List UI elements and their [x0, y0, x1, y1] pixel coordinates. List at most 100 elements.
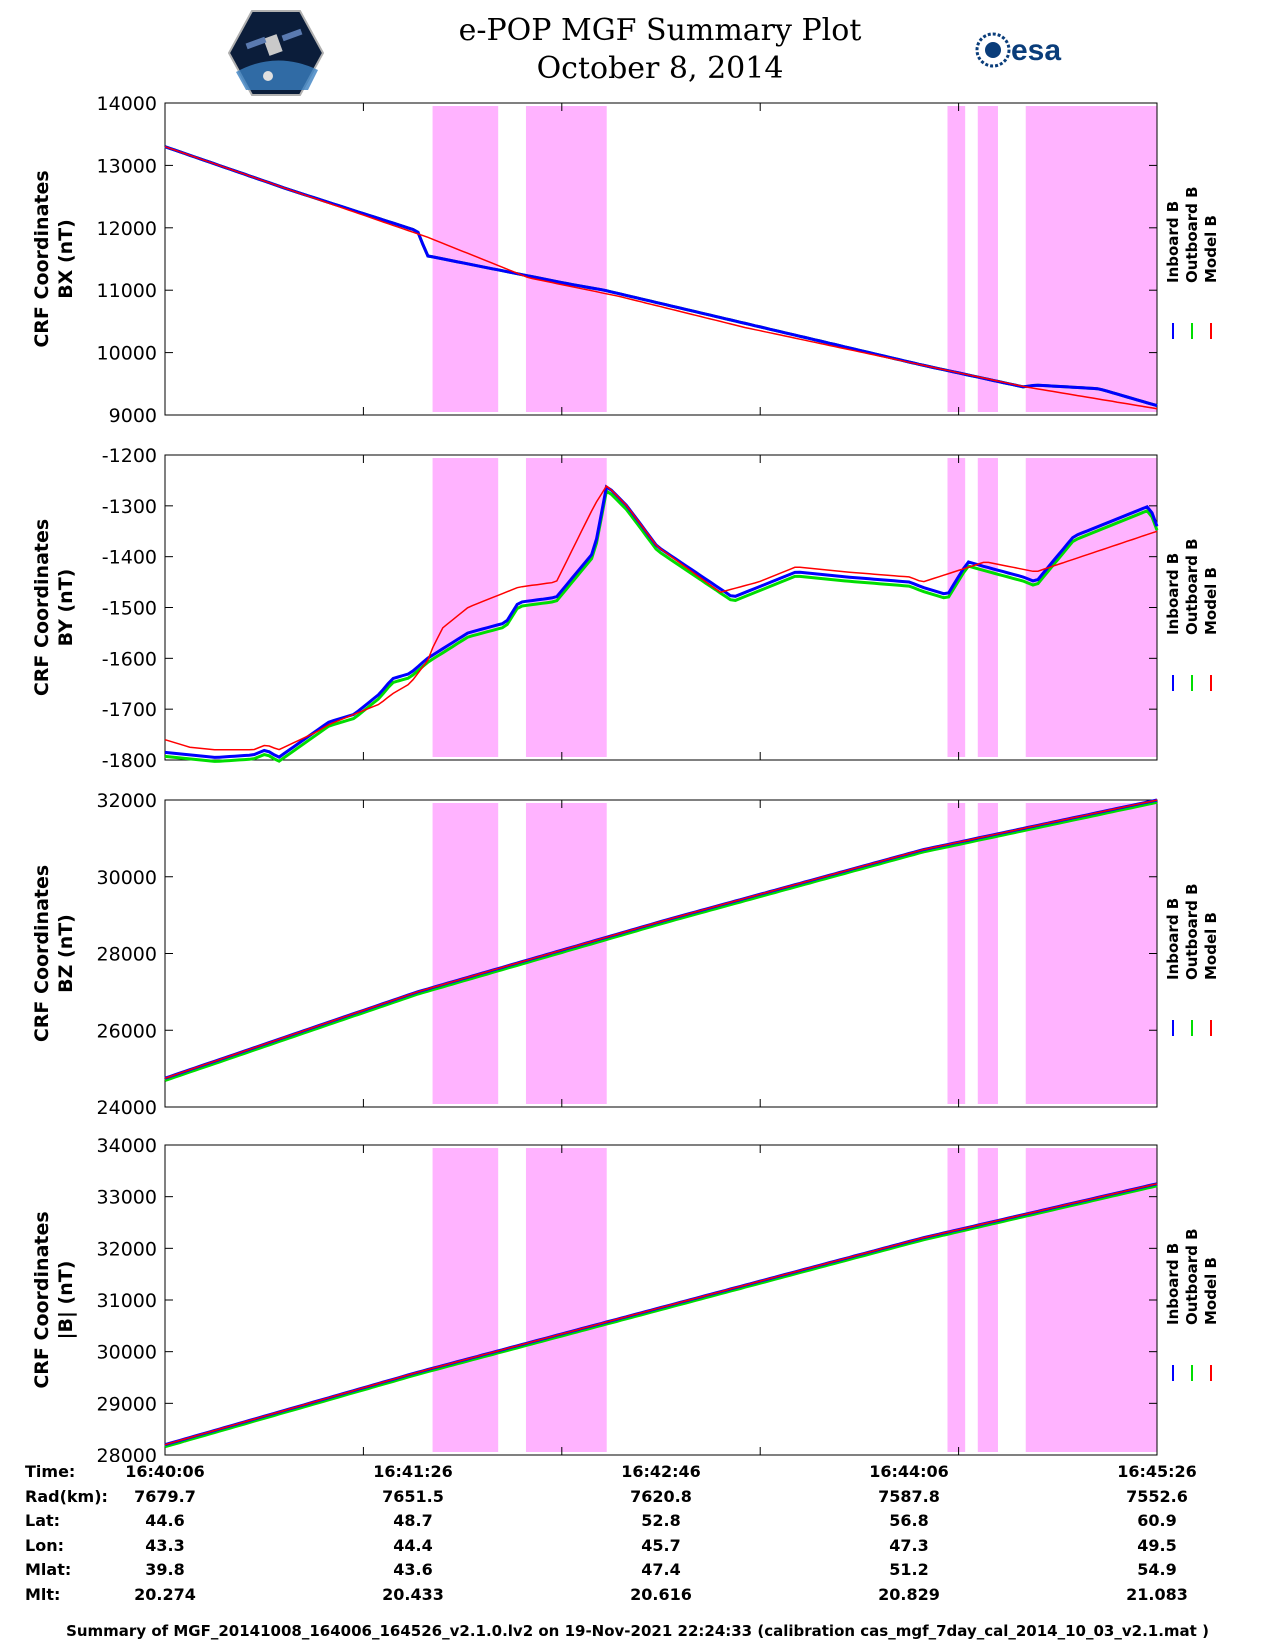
y-tick-label: 13000: [97, 155, 157, 177]
ephemeris-value: 48.7: [393, 1511, 433, 1530]
axes-frame: [164, 454, 1158, 761]
ephemeris-value: 43.3: [145, 1535, 185, 1555]
esa-logo: esa: [975, 32, 1061, 68]
ephemeris-value: 44.4: [393, 1535, 433, 1555]
ephemeris-value: 7552.6: [1126, 1486, 1188, 1506]
shaded-interval: [432, 803, 499, 1104]
ephemeris-value: 51.2: [889, 1560, 929, 1579]
series-inboard-b: [164, 798, 1158, 1080]
series-outboard-b: [164, 800, 1158, 1082]
ephemeris-label: Time:: [25, 1462, 76, 1481]
y-axis-label-unit: BZ (nT): [55, 914, 77, 993]
shaded-interval: [432, 1148, 499, 1452]
ephemeris-value: 20.274: [134, 1584, 196, 1604]
plot-area: 9000 10000 11000 12000 13000 14000 CRF Coordin…: [31, 93, 1220, 1462]
y-tick-label: 31000: [97, 1290, 157, 1312]
y-tick-label: 28000: [97, 1445, 157, 1462]
y-tick-label: 33000: [97, 1187, 157, 1209]
ephemeris-value: 44.6: [145, 1511, 185, 1530]
shaded-interval: [1025, 106, 1157, 412]
y-tick-label: 9000: [109, 405, 157, 427]
y-tick-label: -1500: [102, 598, 157, 620]
ephemeris-value: 56.8: [889, 1511, 929, 1530]
ephemeris-label: Lon:: [25, 1535, 64, 1555]
ephemeris-value: 20.433: [382, 1584, 444, 1604]
y-axis-label: CRF Coordinates: [31, 170, 53, 347]
y-tick-label: 32000: [97, 790, 157, 812]
legend-label: Inboard B: [1164, 201, 1182, 283]
shaded-interval: [977, 1148, 998, 1452]
series-model-b: [164, 145, 1158, 410]
y-axis-label-unit: |B| (nT): [55, 1261, 77, 1340]
shaded-interval: [947, 458, 966, 757]
series-model-b: [164, 799, 1158, 1079]
axes-frame: [164, 799, 1158, 1108]
y-tick-label: -1800: [102, 750, 157, 772]
y-tick-label: 26000: [97, 1020, 157, 1042]
legend-label: Model B: [1202, 215, 1220, 283]
y-tick-label: -1400: [102, 547, 157, 569]
y-tick-label: 32000: [97, 1238, 157, 1260]
ephemeris-value: 21.083: [1126, 1584, 1188, 1604]
shaded-interval: [947, 106, 966, 412]
shaded-interval: [525, 1148, 607, 1452]
series-model-b: [164, 1183, 1158, 1446]
ephemeris-value: 47.4: [641, 1560, 681, 1579]
shaded-interval: [525, 458, 607, 757]
plot-title: e-POP MGF Summary Plot: [458, 13, 862, 48]
ephemeris-value: 39.8: [145, 1560, 185, 1579]
shaded-interval: [977, 458, 998, 757]
axes-frame: [164, 1144, 1158, 1456]
shaded-interval: [947, 803, 966, 1104]
x-tick-label: 16:40:06: [125, 1462, 205, 1481]
y-tick-label: -1600: [102, 648, 157, 670]
y-tick-label: 24000: [97, 1097, 157, 1119]
series-outboard-b: [164, 488, 1159, 763]
ephemeris-value: 54.9: [1137, 1560, 1177, 1579]
shaded-interval: [1025, 803, 1157, 1104]
x-tick-label: 16:42:46: [621, 1462, 701, 1481]
cassiope-satellite-logo: [228, 10, 324, 96]
x-tick-label: 16:44:06: [869, 1462, 949, 1481]
ephemeris-value: 7651.5: [382, 1486, 444, 1506]
ephemeris-value: 43.6: [393, 1560, 433, 1579]
esa-logo-text: esa: [1011, 34, 1061, 67]
y-axis-label: CRF Coordinates: [31, 519, 53, 696]
plot-date: October 8, 2014: [536, 51, 784, 86]
series-inboard-b: [164, 145, 1158, 408]
y-tick-label: -1300: [102, 496, 157, 518]
legend-label: Inboard B: [1164, 1243, 1182, 1325]
panel-1: 9000 10000 11000 12000 13000 14000 CRF Coordin…: [31, 93, 1220, 427]
ephemeris-value: 45.7: [641, 1535, 681, 1555]
y-tick-label: 14000: [97, 93, 157, 115]
y-tick-label: -1700: [102, 699, 157, 721]
shaded-interval: [977, 803, 998, 1104]
y-tick-label: 29000: [97, 1393, 157, 1415]
ephemeris-value: 60.9: [1137, 1511, 1177, 1530]
shaded-interval: [1025, 458, 1157, 757]
y-axis-label-unit: BY (nT): [55, 569, 77, 647]
panel-2: -1800 -1700 -1600 -1500 -1400 -1300 -1200 CRF C…: [31, 445, 1220, 772]
ephemeris-value: 47.3: [889, 1535, 929, 1555]
ephemeris-value: 52.8: [641, 1511, 681, 1530]
ephemeris-value: 7679.7: [134, 1486, 196, 1506]
legend-label: Model B: [1202, 567, 1220, 635]
footer-caption: Summary of MGF_20141008_164006_164526_v2…: [66, 1622, 1209, 1640]
y-axis-label-unit: BX (nT): [55, 219, 77, 299]
legend-label: Outboard B: [1183, 538, 1201, 635]
shaded-interval: [525, 106, 607, 412]
legend-label: Outboard B: [1183, 883, 1201, 980]
y-tick-label: 11000: [97, 280, 157, 302]
panel-3: 24000 26000 28000 30000 32000 CRF Coordinates…: [31, 790, 1220, 1119]
axes-frame: [164, 102, 1158, 416]
series-model-b: [164, 484, 1158, 751]
ephemeris-value: 20.616: [630, 1584, 692, 1604]
shaded-interval: [947, 1148, 966, 1452]
ephemeris-value: 7587.8: [878, 1486, 940, 1506]
series-outboard-b: [164, 145, 1158, 408]
ephemeris-label: Mlt:: [25, 1584, 61, 1604]
ephemeris-label: Mlat:: [25, 1560, 72, 1579]
shaded-interval: [432, 458, 499, 757]
y-tick-label: 10000: [97, 343, 157, 365]
title-block: e-POP MGF Summary Plot October 8, 2014: [400, 12, 920, 88]
